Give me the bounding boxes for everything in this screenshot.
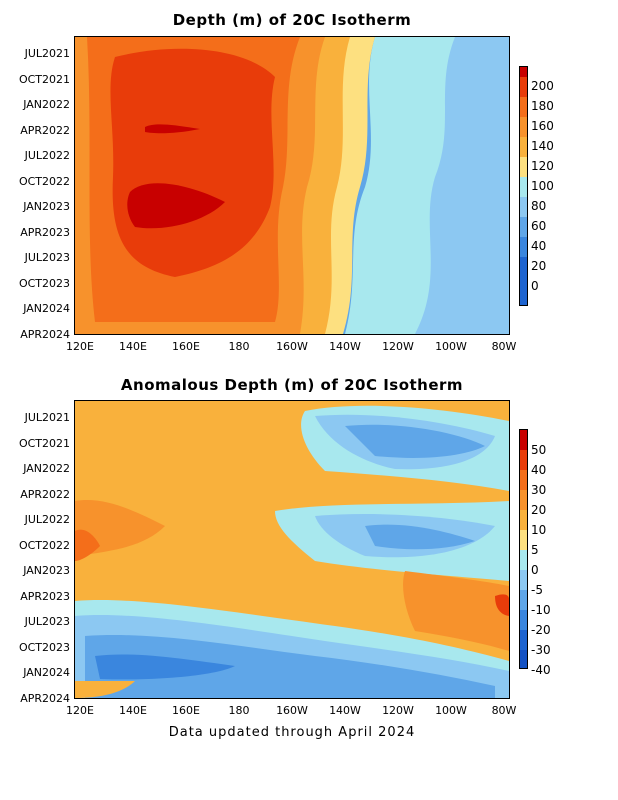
- colorbar-swatch: [520, 217, 527, 237]
- colorbar-label: 30: [531, 483, 547, 497]
- colorbar-label: 80: [531, 199, 547, 213]
- colorbar-label: -10: [531, 603, 551, 617]
- y-tick-label: JUL2022: [24, 513, 70, 526]
- colorbar-swatch: [520, 590, 527, 610]
- colorbar-swatch: [520, 450, 527, 470]
- y-tick-label: JUL2021: [24, 47, 70, 60]
- y-tick-label: OCT2021: [18, 73, 70, 86]
- colorbar-swatch: [520, 157, 527, 177]
- y-tick-label: OCT2021: [18, 437, 70, 450]
- colorbar-swatch: [520, 470, 527, 490]
- x-tick-label: 160E: [172, 340, 200, 353]
- colorbar-label: 40: [531, 463, 547, 477]
- colorbar-swatch: [520, 650, 527, 668]
- colorbar-label: -40: [531, 663, 551, 677]
- colorbar-label: 5: [531, 543, 539, 557]
- x-tick-label: 120W: [382, 340, 414, 353]
- x-tick-label: 100W: [435, 704, 467, 717]
- anomaly-field: [74, 400, 510, 699]
- colorbar-swatch: [520, 77, 527, 97]
- depth-heatmap: [75, 37, 509, 334]
- y-tick-label: JUL2023: [24, 615, 70, 628]
- colorbar-swatch: [520, 197, 527, 217]
- colorbar-swatch: [520, 117, 527, 137]
- colorbar-swatch: [520, 550, 527, 570]
- anomaly-heatmap: [75, 401, 509, 698]
- colorbar-label: 40: [531, 239, 547, 253]
- colorbar-label: 0: [531, 563, 539, 577]
- y-tick-label: JUL2021: [24, 411, 70, 424]
- depth-chart-title: Depth (m) of 20C Isotherm: [172, 11, 412, 29]
- data-updated-note: Data updated through April 2024: [168, 725, 416, 740]
- colorbar-label: 60: [531, 219, 547, 233]
- y-tick-label: JUL2023: [24, 251, 70, 264]
- colorbar-swatch: [520, 630, 527, 650]
- y-tick-label: JAN2024: [23, 666, 70, 679]
- y-tick-label: OCT2022: [18, 175, 70, 188]
- y-tick-label: APR2022: [20, 488, 70, 501]
- depth-colorbar: [519, 66, 528, 306]
- x-tick-label: 140W: [329, 340, 361, 353]
- y-tick-label: JAN2022: [23, 462, 70, 475]
- x-tick-label: 140E: [119, 704, 147, 717]
- y-tick-label: APR2023: [20, 590, 70, 603]
- colorbar-label: 140: [531, 139, 554, 153]
- x-tick-label: 100W: [435, 340, 467, 353]
- colorbar-label: -30: [531, 643, 551, 657]
- x-tick-label: 160W: [276, 340, 308, 353]
- y-tick-label: JAN2024: [23, 302, 70, 315]
- colorbar-label: 100: [531, 179, 554, 193]
- x-tick-label: 120E: [66, 340, 94, 353]
- colorbar-label: -5: [531, 583, 543, 597]
- x-tick-label: 160W: [276, 704, 308, 717]
- colorbar-swatch: [520, 530, 527, 550]
- colorbar-label: 180: [531, 99, 554, 113]
- y-tick-label: APR2024: [20, 692, 70, 705]
- y-tick-label: APR2023: [20, 226, 70, 239]
- x-tick-label: 140W: [329, 704, 361, 717]
- y-tick-label: OCT2022: [18, 539, 70, 552]
- y-tick-label: APR2022: [20, 124, 70, 137]
- colorbar-swatch: [520, 67, 527, 77]
- x-tick-label: 180: [228, 704, 250, 717]
- x-tick-label: 120W: [382, 704, 414, 717]
- x-tick-label: 160E: [172, 704, 200, 717]
- colorbar-swatch: [520, 430, 527, 450]
- colorbar-swatch: [520, 257, 527, 305]
- depth-field: [74, 36, 510, 335]
- colorbar-label: 10: [531, 523, 547, 537]
- colorbar-label: -20: [531, 623, 551, 637]
- y-tick-label: JAN2023: [23, 564, 70, 577]
- colorbar-swatch: [520, 97, 527, 117]
- colorbar-swatch: [520, 137, 527, 157]
- y-tick-label: JAN2022: [23, 98, 70, 111]
- colorbar-swatch: [520, 237, 527, 257]
- anomaly-chart-title: Anomalous Depth (m) of 20C Isotherm: [120, 376, 464, 394]
- y-tick-label: OCT2023: [18, 641, 70, 654]
- colorbar-label: 120: [531, 159, 554, 173]
- colorbar-swatch: [520, 177, 527, 197]
- colorbar-label: 200: [531, 79, 554, 93]
- colorbar-swatch: [520, 510, 527, 530]
- colorbar-label: 0: [531, 279, 539, 293]
- colorbar-label: 20: [531, 503, 547, 517]
- anomaly-colorbar: [519, 429, 528, 669]
- x-tick-label: 120E: [66, 704, 94, 717]
- colorbar-label: 160: [531, 119, 554, 133]
- y-tick-label: JAN2023: [23, 200, 70, 213]
- colorbar-swatch: [520, 570, 527, 590]
- y-tick-label: OCT2023: [18, 277, 70, 290]
- y-tick-label: APR2024: [20, 328, 70, 341]
- colorbar-label: 50: [531, 443, 547, 457]
- x-tick-label: 180: [228, 340, 250, 353]
- x-tick-label: 80W: [491, 704, 517, 717]
- colorbar-swatch: [520, 610, 527, 630]
- y-tick-label: JUL2022: [24, 149, 70, 162]
- x-tick-label: 80W: [491, 340, 517, 353]
- colorbar-label: 20: [531, 259, 547, 273]
- x-tick-label: 140E: [119, 340, 147, 353]
- colorbar-swatch: [520, 490, 527, 510]
